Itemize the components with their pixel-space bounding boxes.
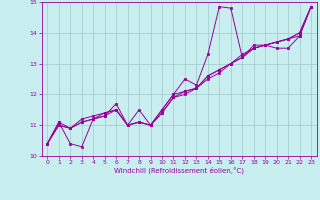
X-axis label: Windchill (Refroidissement éolien,°C): Windchill (Refroidissement éolien,°C) (114, 167, 244, 174)
